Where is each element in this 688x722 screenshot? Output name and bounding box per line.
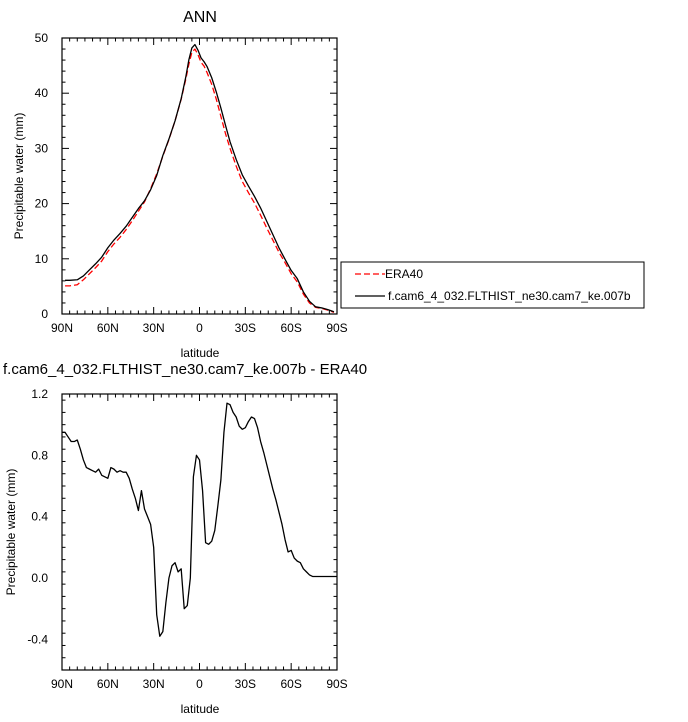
y-tick-label: 40 xyxy=(35,86,49,100)
x-tick-label: 30N xyxy=(143,677,165,691)
series-line-era40 xyxy=(65,48,335,313)
y-tick-label: 0.0 xyxy=(31,571,48,585)
x-tick-label: 60S xyxy=(280,321,301,335)
x-tick-label: 90N xyxy=(51,321,73,335)
y-tick-label: 0.4 xyxy=(31,510,48,524)
x-tick-label: 90N xyxy=(51,677,73,691)
x-tick-label: 30N xyxy=(143,321,165,335)
plot-frame xyxy=(61,37,338,315)
series-line-f-cam6-4-032-flthist-ne30-cam7-ke-007b xyxy=(65,43,335,313)
plot-area: 90N 60N 30N 0 30S 60S 90S -0.4 0.0 0.4 0.8 1.2 xyxy=(27,387,347,691)
mean-panel: ANN Precipitable water (mm) latitude 90N… xyxy=(12,9,348,360)
x-tick-label: 90S xyxy=(326,321,347,335)
y-tick-label: 30 xyxy=(35,141,49,155)
plot-frame xyxy=(61,393,338,671)
legend-label-era40: ERA40 xyxy=(385,267,423,281)
x-tick-label: 30S xyxy=(235,321,256,335)
plot-area: 90N 60N 30N 0 30S 60S 90S 0 10 20 30 40 50 xyxy=(35,31,348,335)
difference-panel: f.cam6_4_032.FLTHIST_ne30.cam7_ke.007b -… xyxy=(3,361,367,716)
chart-title: f.cam6_4_032.FLTHIST_ne30.cam7_ke.007b -… xyxy=(3,361,367,378)
legend-label-model: f.cam6_4_032.FLTHIST_ne30.cam7_ke.007b xyxy=(388,289,631,303)
chart-title: ANN xyxy=(183,9,217,26)
y-tick-label: -0.4 xyxy=(27,632,48,646)
y-tick-label: 0.8 xyxy=(31,448,48,462)
x-axis-label: latitude xyxy=(181,346,220,360)
series-line-difference xyxy=(62,402,337,637)
y-tick-label: 20 xyxy=(35,197,49,211)
legend: ERA40 f.cam6_4_032.FLTHIST_ne30.cam7_ke.… xyxy=(340,261,645,309)
y-tick-label: 10 xyxy=(35,252,49,266)
y-axis-label: Precipitable water (mm) xyxy=(12,113,26,240)
legend-box xyxy=(340,261,645,309)
x-tick-label: 0 xyxy=(196,321,203,335)
x-tick-label: 60N xyxy=(97,321,119,335)
x-tick-label: 90S xyxy=(326,677,347,691)
x-tick-label: 60S xyxy=(280,677,301,691)
y-axis-label: Precipitable water (mm) xyxy=(4,469,18,596)
x-tick-label: 0 xyxy=(196,677,203,691)
y-tick-label: 0 xyxy=(41,307,48,321)
x-tick-label: 30S xyxy=(235,677,256,691)
x-axis-label: latitude xyxy=(181,702,220,716)
y-tick-label: 1.2 xyxy=(31,387,48,401)
x-tick-label: 60N xyxy=(97,677,119,691)
y-tick-label: 50 xyxy=(35,31,49,45)
